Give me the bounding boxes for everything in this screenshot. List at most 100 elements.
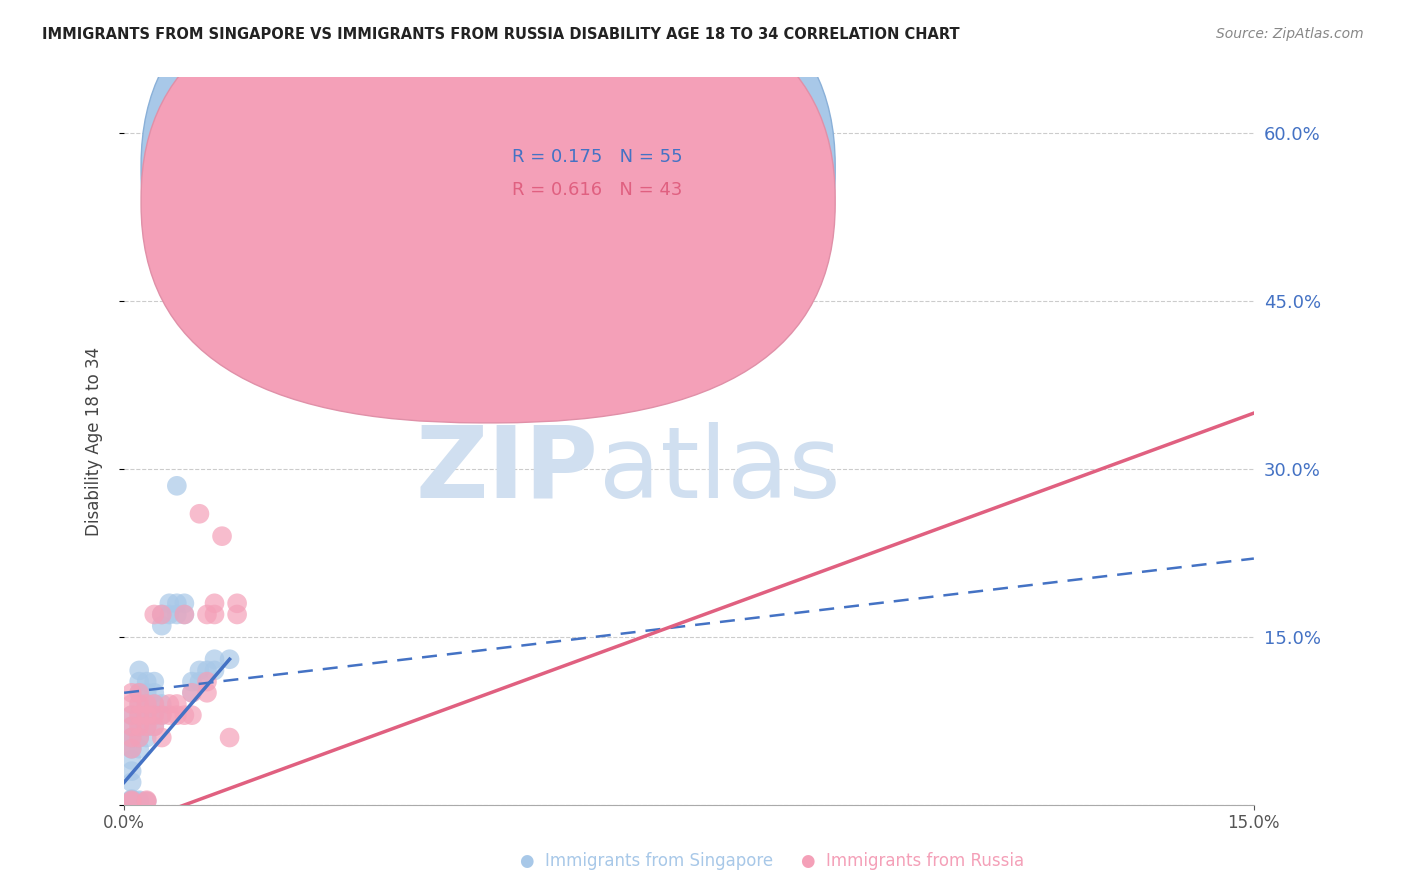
Point (143, 719, 166, 733)
Point (128, 741, 150, 756)
Point (195, 607, 218, 622)
Point (135, 708, 157, 723)
Point (166, 607, 188, 622)
Point (150, 607, 173, 622)
Point (188, 674, 211, 689)
Point (173, 607, 195, 622)
Point (143, 697, 166, 711)
Point (173, 596, 195, 610)
Point (121, 741, 143, 756)
Point (188, 664, 211, 678)
Point (128, 708, 150, 723)
Point (128, 719, 150, 733)
Point (143, 607, 166, 622)
Point (121, 741, 143, 756)
Point (204, 607, 226, 622)
Point (121, 719, 143, 733)
Point (143, 674, 166, 689)
Point (135, 697, 157, 711)
Point (128, 731, 150, 745)
Text: ●  Immigrants from Singapore: ● Immigrants from Singapore (520, 852, 773, 870)
Point (121, 764, 143, 778)
Point (150, 708, 173, 723)
Point (157, 607, 180, 622)
Point (204, 596, 226, 610)
Point (135, 794, 157, 808)
Point (135, 697, 157, 711)
Text: R = 0.175   N = 55: R = 0.175 N = 55 (512, 148, 682, 167)
Point (143, 708, 166, 723)
Point (195, 686, 218, 700)
Point (121, 793, 143, 807)
Point (121, 792, 143, 806)
Point (135, 708, 157, 723)
Point (180, 708, 202, 723)
Point (121, 731, 143, 745)
Point (143, 697, 166, 711)
Point (135, 793, 157, 807)
Point (128, 731, 150, 745)
Point (166, 708, 188, 723)
Point (180, 686, 202, 700)
Point (204, 652, 226, 666)
Point (121, 794, 143, 808)
Point (121, 731, 143, 745)
Y-axis label: Disability Age 18 to 34: Disability Age 18 to 34 (86, 346, 103, 535)
Point (121, 686, 143, 700)
Point (180, 686, 202, 700)
Point (121, 753, 143, 767)
Point (150, 607, 173, 622)
FancyBboxPatch shape (141, 0, 835, 390)
Point (173, 607, 195, 622)
Point (188, 507, 211, 521)
Point (128, 664, 150, 678)
Point (128, 793, 150, 807)
Point (226, 596, 249, 610)
Point (173, 708, 195, 723)
Point (121, 794, 143, 808)
FancyBboxPatch shape (141, 0, 835, 423)
Point (157, 708, 180, 723)
Point (121, 793, 143, 807)
Point (166, 596, 188, 610)
Point (121, 708, 143, 723)
Point (195, 664, 218, 678)
Point (121, 719, 143, 733)
Point (195, 674, 218, 689)
Point (135, 719, 157, 733)
Point (128, 686, 150, 700)
Point (143, 719, 166, 733)
Text: Source: ZipAtlas.com: Source: ZipAtlas.com (1216, 27, 1364, 41)
Point (128, 674, 150, 689)
Point (121, 708, 143, 723)
Point (128, 708, 150, 723)
Point (128, 794, 150, 808)
Point (211, 529, 233, 543)
Point (121, 775, 143, 789)
Point (135, 794, 157, 808)
Point (128, 697, 150, 711)
Point (128, 697, 150, 711)
Point (150, 708, 173, 723)
Text: atlas: atlas (599, 422, 841, 518)
FancyBboxPatch shape (463, 132, 734, 234)
Point (157, 596, 180, 610)
Point (218, 652, 240, 666)
Point (135, 674, 157, 689)
Point (150, 697, 173, 711)
Point (180, 674, 202, 689)
Text: IMMIGRANTS FROM SINGAPORE VS IMMIGRANTS FROM RUSSIA DISABILITY AGE 18 TO 34 CORR: IMMIGRANTS FROM SINGAPORE VS IMMIGRANTS … (42, 27, 960, 42)
Point (166, 697, 188, 711)
Point (135, 686, 157, 700)
Text: R = 0.616   N = 43: R = 0.616 N = 43 (512, 181, 682, 199)
Point (204, 664, 226, 678)
Point (121, 731, 143, 745)
Point (121, 741, 143, 756)
Point (135, 731, 157, 745)
Point (121, 697, 143, 711)
Point (128, 686, 150, 700)
Point (150, 731, 173, 745)
Point (128, 719, 150, 733)
Point (157, 697, 180, 711)
Point (226, 607, 249, 622)
